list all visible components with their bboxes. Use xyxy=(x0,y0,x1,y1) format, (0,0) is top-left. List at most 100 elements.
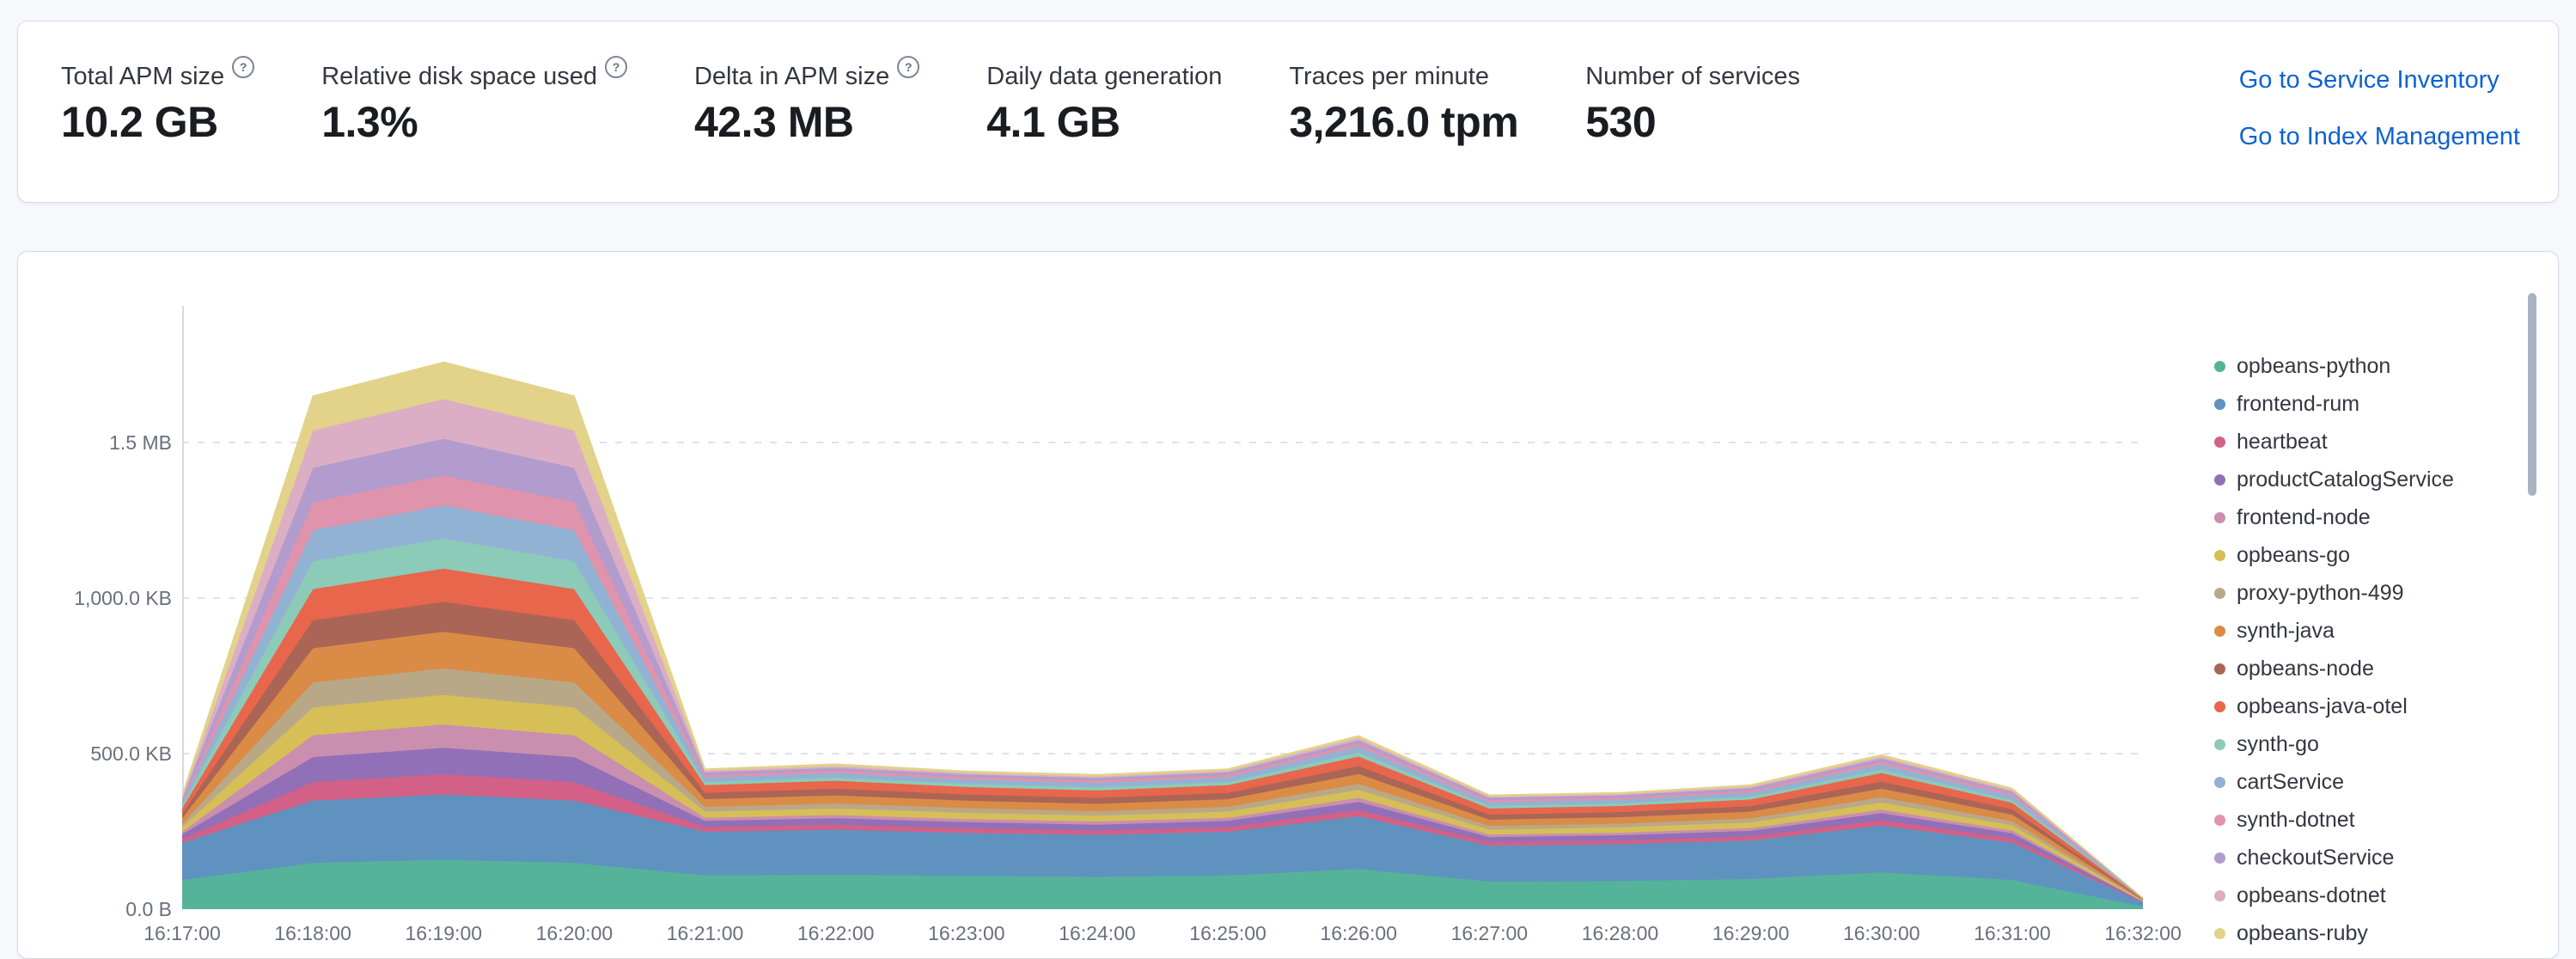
metric-label: Relative disk space used xyxy=(321,63,597,90)
legend-item-synth-go[interactable]: synth-go xyxy=(2214,725,2454,763)
legend-label: opbeans-node xyxy=(2237,657,2374,681)
x-tick-label: 16:25:00 xyxy=(1189,922,1267,944)
legend-item-opbeans-python[interactable]: opbeans-python xyxy=(2214,347,2454,385)
legend-item-heartbeat[interactable]: heartbeat xyxy=(2214,423,2454,461)
y-tick-label: 1.5 MB xyxy=(109,431,172,454)
y-tick-label: 500.0 KB xyxy=(90,742,172,765)
storage-timeseries-panel: opbeans-python frontend-rum heartbeat produ… xyxy=(17,251,2559,959)
legend-scrollbar-thumb[interactable] xyxy=(2528,293,2536,496)
legend-color-dot xyxy=(2214,889,2225,901)
go-to-service-inventory-link[interactable]: Go to Service Inventory xyxy=(2238,66,2500,94)
metric-traces-per-minute: Traces per minute 3,216.0 tpm xyxy=(1289,61,1518,147)
legend-label: cartService xyxy=(2237,770,2345,794)
x-tick-label: 16:30:00 xyxy=(1842,922,1920,944)
metric-number-of-services: Number of services 530 xyxy=(1585,61,1800,147)
x-tick-label: 16:21:00 xyxy=(666,922,744,944)
legend-color-dot xyxy=(2214,549,2225,561)
question-in-circle-icon[interactable]: ? xyxy=(897,56,920,78)
legend-item-proxy-python-499[interactable]: proxy-python-499 xyxy=(2214,574,2454,612)
legend-item-frontend-node[interactable]: frontend-node xyxy=(2214,498,2454,536)
legend-color-dot xyxy=(2214,814,2225,826)
legend-item-synth-java[interactable]: synth-java xyxy=(2214,612,2454,650)
metric-label: Daily data generation xyxy=(986,63,1223,90)
x-tick-label: 16:31:00 xyxy=(1974,922,2051,944)
metric-relative-disk-space-used: Relative disk space used ? 1.3% xyxy=(321,56,627,147)
legend-label: opbeans-java-otel xyxy=(2237,694,2408,718)
legend-color-dot xyxy=(2214,738,2225,750)
legend-color-dot xyxy=(2214,511,2225,523)
legend-item-opbeans-dotnet[interactable]: opbeans-dotnet xyxy=(2214,877,2454,914)
y-tick-label: 0.0 B xyxy=(125,898,172,920)
legend-label: opbeans-go xyxy=(2237,543,2351,567)
legend-item-frontend-rum[interactable]: frontend-rum xyxy=(2214,385,2454,423)
y-tick-label: 1,000.0 KB xyxy=(74,587,172,609)
legend-color-dot xyxy=(2214,625,2225,637)
legend-color-dot xyxy=(2214,436,2225,448)
legend-label: opbeans-ruby xyxy=(2237,921,2368,945)
legend-color-dot xyxy=(2214,700,2225,712)
x-tick-label: 16:23:00 xyxy=(928,922,1005,944)
metric-value: 3,216.0 tpm xyxy=(1289,98,1519,146)
metric-label: Delta in APM size xyxy=(693,63,890,90)
legend-item-productCatalogService[interactable]: productCatalogService xyxy=(2214,461,2454,498)
legend-item-checkoutService[interactable]: checkoutService xyxy=(2214,839,2454,877)
legend-color-dot xyxy=(2214,776,2225,788)
question-in-circle-icon[interactable]: ? xyxy=(604,56,627,78)
metric-label: Total APM size xyxy=(61,63,225,90)
x-tick-label: 16:17:00 xyxy=(143,922,221,944)
metric-delta-in-apm-size: Delta in APM size ? 42.3 MB xyxy=(693,56,920,147)
metric-value: 530 xyxy=(1585,98,1657,146)
x-tick-label: 16:29:00 xyxy=(1712,922,1790,944)
x-tick-label: 16:27:00 xyxy=(1450,922,1529,944)
metrics-row: Total APM size ? 10.2 GB Relative disk s… xyxy=(61,56,1800,147)
x-tick-label: 16:18:00 xyxy=(274,922,351,944)
legend-color-dot xyxy=(2214,663,2225,675)
legend-color-dot xyxy=(2214,927,2225,939)
legend-item-opbeans-ruby[interactable]: opbeans-ruby xyxy=(2214,914,2454,952)
legend-item-opbeans-go[interactable]: opbeans-go xyxy=(2214,536,2454,574)
legend-color-dot xyxy=(2214,360,2225,372)
legend-label: opbeans-dotnet xyxy=(2237,883,2386,907)
metric-value: 4.1 GB xyxy=(986,98,1120,146)
legend-label: synth-go xyxy=(2237,732,2319,756)
metric-value: 1.3% xyxy=(321,98,418,146)
area-series-opbeans-ruby xyxy=(181,361,2144,899)
metric-label: Number of services xyxy=(1585,63,1801,90)
x-tick-label: 16:24:00 xyxy=(1059,922,1136,944)
question-in-circle-icon[interactable]: ? xyxy=(232,56,255,78)
stacked-area-chart[interactable] xyxy=(181,306,2144,910)
x-tick-label: 16:19:00 xyxy=(405,922,483,944)
metric-value: 42.3 MB xyxy=(693,98,854,146)
x-tick-label: 16:28:00 xyxy=(1581,922,1659,944)
legend-color-dot xyxy=(2214,473,2225,486)
legend-label: frontend-rum xyxy=(2237,392,2360,416)
legend-item-cartService[interactable]: cartService xyxy=(2214,763,2454,801)
legend-color-dot xyxy=(2214,852,2225,864)
x-tick-label: 16:32:00 xyxy=(2104,922,2182,944)
metric-daily-data-generation: Daily data generation 4.1 GB xyxy=(986,61,1222,147)
legend-label: synth-java xyxy=(2237,619,2335,643)
legend-item-opbeans-node[interactable]: opbeans-node xyxy=(2214,650,2454,687)
legend-label: frontend-node xyxy=(2237,505,2371,529)
legend-item-opbeans-java-otel[interactable]: opbeans-java-otel xyxy=(2214,687,2454,725)
go-to-index-management-link[interactable]: Go to Index Management xyxy=(2238,123,2520,150)
x-tick-label: 16:26:00 xyxy=(1320,922,1397,944)
panel-links: Go to Service Inventory Go to Index Mana… xyxy=(2239,61,2520,152)
metric-total-apm-size: Total APM size ? 10.2 GB xyxy=(61,56,255,147)
legend-label: synth-dotnet xyxy=(2237,808,2355,832)
summary-panel: Total APM size ? 10.2 GB Relative disk s… xyxy=(17,21,2559,203)
chart-legend: opbeans-python frontend-rum heartbeat produ… xyxy=(2214,347,2454,952)
legend-color-dot xyxy=(2214,398,2225,410)
legend-label: checkoutService xyxy=(2237,846,2395,870)
metric-label: Traces per minute xyxy=(1289,63,1489,90)
metric-value: 10.2 GB xyxy=(61,98,218,146)
legend-label: heartbeat xyxy=(2237,430,2328,454)
x-tick-label: 16:20:00 xyxy=(535,922,613,944)
x-tick-label: 16:22:00 xyxy=(797,922,875,944)
legend-label: opbeans-python xyxy=(2237,354,2391,378)
legend-color-dot xyxy=(2214,587,2225,599)
legend-label: productCatalogService xyxy=(2237,467,2454,492)
legend-label: proxy-python-499 xyxy=(2237,581,2404,605)
legend-item-synth-dotnet[interactable]: synth-dotnet xyxy=(2214,801,2454,839)
